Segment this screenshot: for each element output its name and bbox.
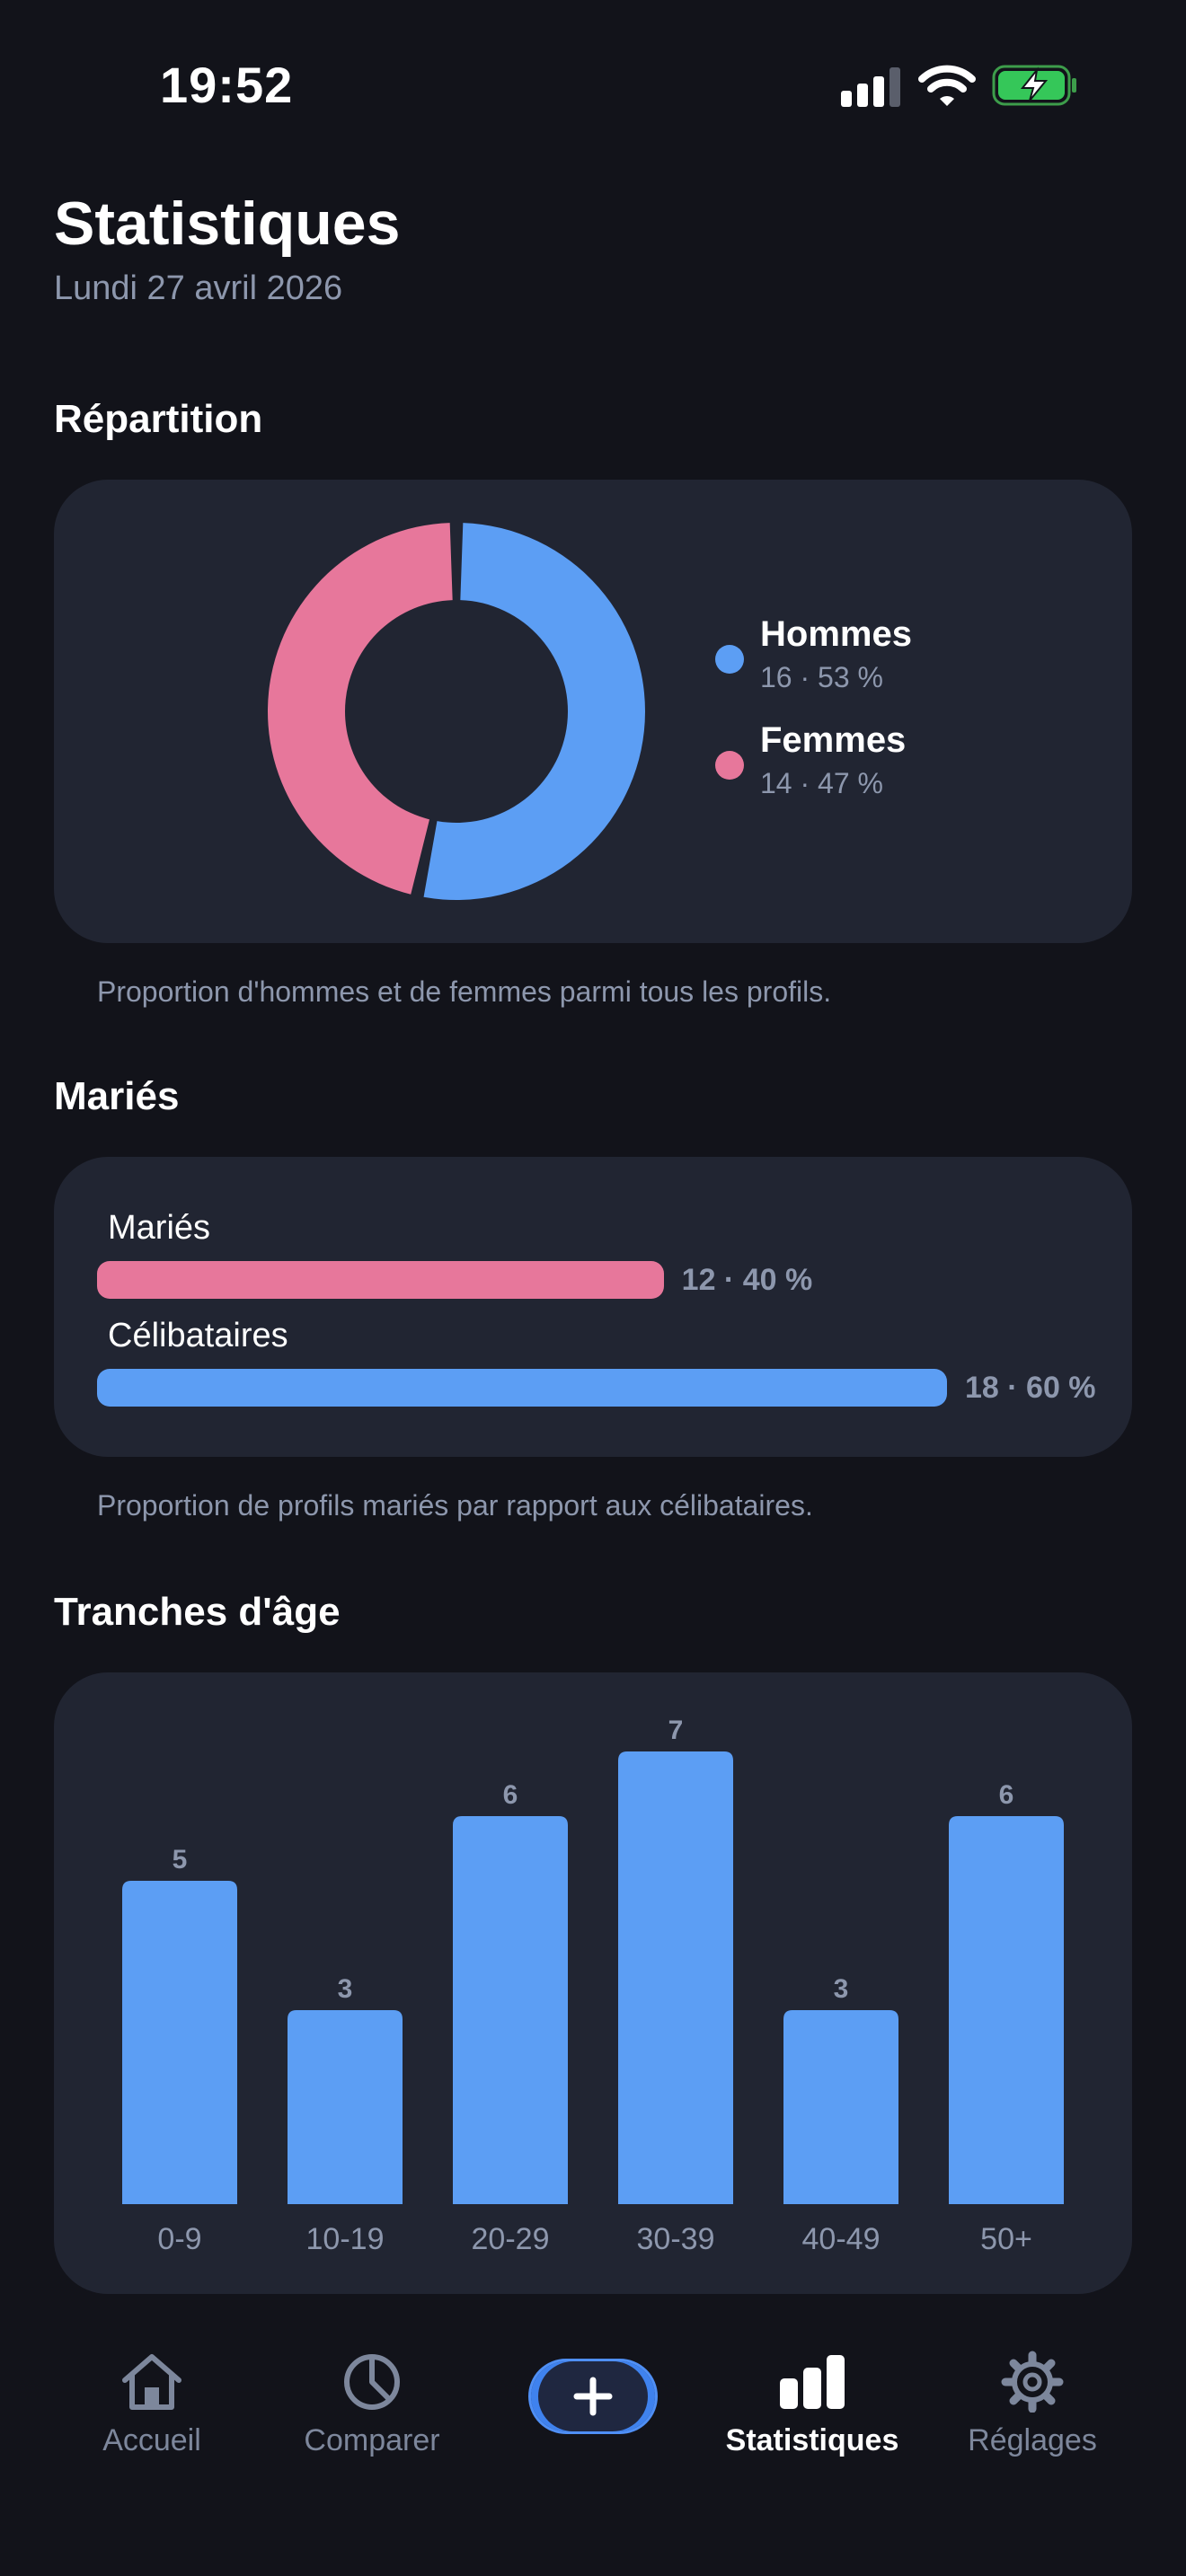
age-bar-20-29 (453, 1816, 568, 2204)
section-title-maries: Mariés (54, 1074, 180, 1118)
age-tick-label-40-49: 40-49 (802, 2222, 881, 2256)
age-bar-value-10-19: 3 (338, 1974, 353, 2004)
age-tick-label-0-9: 0-9 (157, 2222, 201, 2256)
age-bar-value-20-29: 6 (503, 1780, 518, 1810)
legend-dot-femmes (715, 751, 744, 780)
caption-maries: Proportion de profils mariés par rapport… (97, 1489, 813, 1522)
bar-maries (97, 1261, 664, 1299)
gear-icon (1001, 2351, 1064, 2413)
age-bar-0-9 (122, 1881, 237, 2204)
pie-chart-icon (344, 2354, 400, 2410)
tab-label-reglages: Réglages (968, 2423, 1097, 2457)
married-card: Mariés 12 · 40 % Célibataires 18 · 60 % (54, 1157, 1132, 1457)
age-bar-value-40-49: 3 (834, 1974, 849, 2004)
age-tick-label-10-19: 10-19 (306, 2222, 385, 2256)
wifi-icon (918, 65, 976, 106)
status-time: 19:52 (160, 57, 294, 113)
tab-label-comparer: Comparer (304, 2423, 440, 2457)
age-bar-value-50+: 6 (999, 1780, 1014, 1810)
section-title-repartition: Répartition (54, 397, 263, 441)
add-profile-button[interactable] (528, 2359, 658, 2434)
age-bar-value-0-9: 5 (173, 1845, 188, 1875)
tab-accueil[interactable]: Accueil (53, 2350, 251, 2493)
status-bar: 19:52 (0, 0, 1186, 171)
tab-bar: Accueil Comparer Statistiques (0, 2323, 1186, 2576)
tab-label-accueil: Accueil (102, 2423, 201, 2457)
age-tick-label-50+: 50+ (980, 2222, 1032, 2256)
home-icon (122, 2354, 181, 2410)
tab-comparer[interactable]: Comparer (273, 2350, 471, 2493)
age-bar-value-30-39: 7 (668, 1716, 684, 1745)
legend-name-hommes: Hommes (760, 614, 912, 654)
donut-slice-femmes (267, 523, 453, 895)
page-date: Lundi 27 avril 2026 (54, 269, 343, 307)
bar-label-celibataires: Célibataires (108, 1317, 288, 1354)
age-bar-40-49 (783, 2010, 898, 2204)
donut-slice-hommes (423, 523, 645, 900)
tab-statistiques[interactable]: Statistiques (713, 2350, 911, 2493)
age-bar-chart: 5 0-9 3 10-19 6 20-29 7 30-39 3 40-49 6 50+ (122, 1716, 1064, 2256)
bar-value-maries: 12 · 40 % (681, 1263, 813, 1297)
battery-charging-icon (992, 65, 1076, 106)
tab-reglages[interactable]: Réglages (934, 2350, 1131, 2493)
age-bar-30-39 (618, 1751, 733, 2204)
age-tick-label-30-39: 30-39 (637, 2222, 715, 2256)
cellular-signal-icon (841, 67, 902, 107)
gender-card: Hommes 16 · 53 % Femmes 14 · 47 % (54, 480, 1132, 943)
age-tick-label-20-29: 20-29 (472, 2222, 550, 2256)
legend-name-femmes: Femmes (760, 720, 907, 760)
legend-detail-hommes: 16 · 53 % (760, 661, 883, 693)
bar-label-maries: Mariés (108, 1209, 211, 1247)
age-bar-50+ (949, 1816, 1064, 2204)
bar-value-celibataires: 18 · 60 % (965, 1371, 1096, 1405)
section-title-age: Tranches d'âge (54, 1590, 341, 1634)
caption-repartition: Proportion d'hommes et de femmes parmi t… (97, 975, 832, 1008)
legend-detail-femmes: 14 · 47 % (760, 767, 883, 799)
gender-donut-chart (267, 523, 645, 900)
age-card: 5 0-9 3 10-19 6 20-29 7 30-39 3 40-49 6 50+ (54, 1672, 1132, 2294)
legend-dot-hommes (715, 645, 744, 674)
plus-icon (573, 2377, 613, 2416)
page-title: Statistiques (54, 190, 401, 258)
age-bar-10-19 (288, 2010, 403, 2204)
bar-celibataires (97, 1369, 947, 1407)
bar-chart-icon (780, 2355, 845, 2409)
tab-label-statistiques: Statistiques (725, 2423, 899, 2457)
